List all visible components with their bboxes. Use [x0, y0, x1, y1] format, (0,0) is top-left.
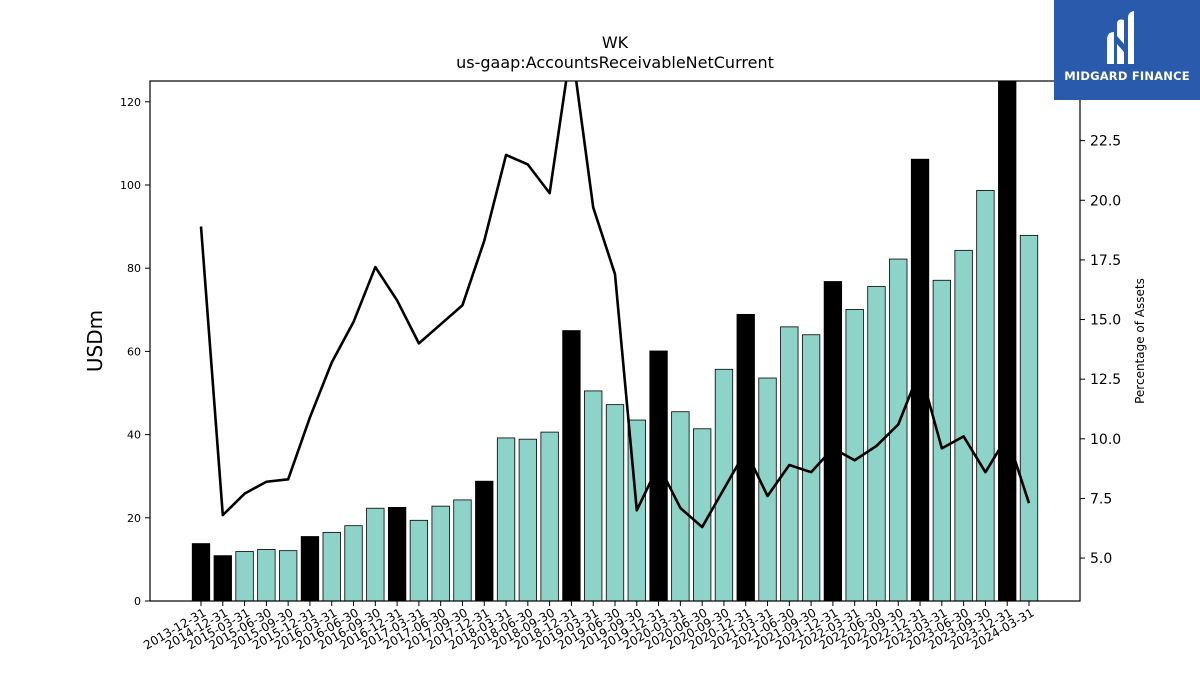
- x-axis: 2013-12-312014-12-312015-03-312015-06-30…: [141, 601, 1037, 652]
- bar: [431, 505, 450, 602]
- y2-tick-label: 7.5: [1090, 491, 1112, 507]
- bar-group: [191, 80, 1039, 602]
- y-tick-label: 80: [127, 262, 141, 275]
- chart-title: WK: [602, 33, 629, 52]
- bar: [366, 507, 385, 602]
- series-line: [199, 81, 1031, 529]
- y-tick-label: 40: [127, 429, 141, 442]
- bar: [409, 519, 429, 602]
- bar: [191, 543, 211, 602]
- y-tick-label: 120: [120, 96, 141, 109]
- y-tick-label: 20: [127, 512, 141, 525]
- bar: [605, 404, 625, 602]
- bar: [736, 313, 755, 602]
- chart-subtitle: us-gaap:AccountsReceivableNetCurrent: [456, 53, 774, 72]
- y2-axis-label: Percentage of Assets: [1133, 278, 1147, 404]
- bar: [867, 286, 886, 602]
- brand-logo-text: MIDGARD FINANCE: [1064, 69, 1190, 83]
- bar: [932, 279, 951, 602]
- y2-tick-label: 10.0: [1090, 432, 1121, 448]
- bar: [714, 368, 734, 602]
- bar: [300, 536, 320, 602]
- bar: [518, 438, 537, 602]
- y2-tick-label: 12.5: [1090, 372, 1121, 388]
- line-group: [199, 81, 1031, 529]
- bar: [453, 499, 472, 602]
- y2-tick-label: 20.0: [1090, 193, 1121, 209]
- bar: [1019, 234, 1039, 602]
- bar: [257, 549, 276, 602]
- bar: [540, 431, 559, 602]
- y-tick-label: 0: [134, 595, 141, 608]
- y-tick-label: 100: [120, 179, 141, 192]
- bar: [910, 158, 930, 602]
- bar: [475, 480, 494, 602]
- left-axis: 0 20 40 60 80 100 120: [120, 96, 150, 608]
- bar: [387, 506, 407, 602]
- y2-tick-label: 22.5: [1090, 134, 1121, 150]
- bar: [496, 437, 516, 602]
- bar: [344, 525, 363, 602]
- bar: [235, 551, 254, 602]
- y2-tick-label: 17.5: [1090, 253, 1121, 269]
- bar: [976, 190, 995, 602]
- y-axis-label: USDm: [83, 310, 107, 372]
- bar: [213, 555, 232, 602]
- bar: [322, 531, 341, 602]
- y2-tick-label: 5.0: [1090, 551, 1112, 567]
- bar: [823, 281, 843, 602]
- y-tick-label: 60: [127, 345, 141, 358]
- midgard-m-icon: [1107, 11, 1134, 64]
- bar: [279, 550, 298, 602]
- brand-logo: MIDGARD FINANCE: [1054, 0, 1200, 100]
- bar: [584, 390, 603, 602]
- right-axis: 5.0 7.5 10.0 12.5 15.0 17.5 20.0 22.5: [1080, 134, 1121, 567]
- bar: [801, 334, 821, 602]
- bar: [998, 80, 1017, 602]
- y2-tick-label: 15.0: [1090, 313, 1121, 329]
- bar: [562, 330, 581, 602]
- bar: [954, 249, 973, 602]
